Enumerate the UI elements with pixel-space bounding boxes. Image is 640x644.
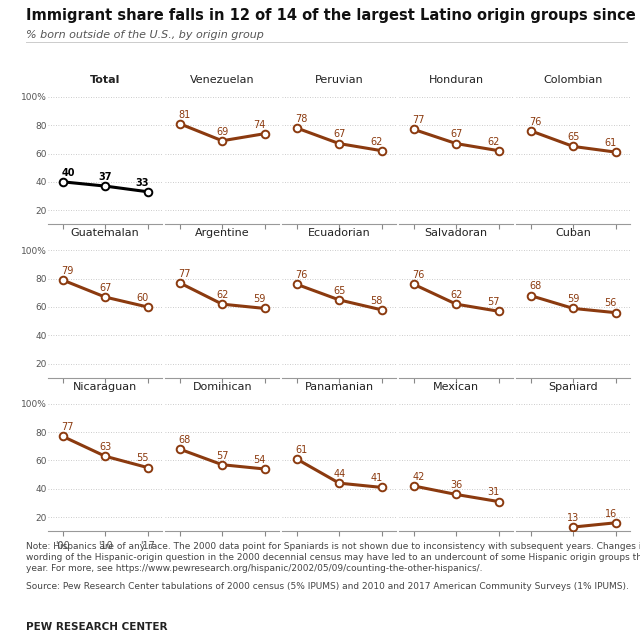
Text: 13: 13 — [567, 513, 579, 523]
Title: Peruvian: Peruvian — [315, 75, 364, 85]
Text: Note: Hispanics are of any race. The 2000 data point for Spaniards is not shown : Note: Hispanics are of any race. The 200… — [26, 542, 640, 573]
Text: 68: 68 — [179, 435, 191, 445]
Title: Spaniard: Spaniard — [548, 382, 598, 392]
Text: 76: 76 — [412, 270, 425, 280]
Text: 61: 61 — [605, 138, 617, 148]
Text: 69: 69 — [216, 127, 228, 137]
Title: Venezuelan: Venezuelan — [190, 75, 255, 85]
Text: 55: 55 — [136, 453, 149, 464]
Text: Immigrant share falls in 12 of 14 of the largest Latino origin groups since 2000: Immigrant share falls in 12 of 14 of the… — [26, 8, 640, 23]
Text: 57: 57 — [488, 297, 500, 307]
Title: Nicaraguan: Nicaraguan — [73, 382, 138, 392]
Title: Panamanian: Panamanian — [305, 382, 374, 392]
Text: 57: 57 — [216, 451, 228, 460]
Text: 62: 62 — [216, 290, 228, 300]
Text: 54: 54 — [253, 455, 266, 465]
Text: 77: 77 — [179, 269, 191, 279]
Text: 63: 63 — [99, 442, 111, 452]
Text: 41: 41 — [371, 473, 383, 483]
Text: 33: 33 — [136, 178, 149, 187]
Text: 31: 31 — [488, 488, 500, 497]
Text: 56: 56 — [605, 299, 617, 308]
Title: Total: Total — [90, 75, 120, 85]
Text: 37: 37 — [99, 172, 112, 182]
Text: 61: 61 — [296, 445, 308, 455]
Text: 74: 74 — [253, 120, 266, 129]
Title: Mexican: Mexican — [433, 382, 479, 392]
Text: 77: 77 — [412, 115, 425, 126]
Text: 60: 60 — [137, 293, 149, 303]
Title: Salvadoran: Salvadoran — [424, 228, 488, 238]
Text: 67: 67 — [333, 129, 346, 140]
Text: 59: 59 — [253, 294, 266, 304]
Text: % born outside of the U.S., by origin group: % born outside of the U.S., by origin gr… — [26, 30, 264, 40]
Text: 81: 81 — [179, 109, 191, 120]
Text: 42: 42 — [412, 472, 425, 482]
Title: Cuban: Cuban — [556, 228, 591, 238]
Text: 67: 67 — [99, 283, 111, 293]
Text: 62: 62 — [488, 137, 500, 146]
Text: 76: 76 — [529, 117, 542, 127]
Title: Honduran: Honduran — [429, 75, 484, 85]
Text: PEW RESEARCH CENTER: PEW RESEARCH CENTER — [26, 622, 167, 632]
Title: Colombian: Colombian — [543, 75, 603, 85]
Text: 77: 77 — [61, 422, 74, 432]
Text: 58: 58 — [371, 296, 383, 306]
Title: Guatemalan: Guatemalan — [71, 228, 140, 238]
Text: 62: 62 — [450, 290, 462, 300]
Text: 65: 65 — [333, 286, 346, 296]
Title: Dominican: Dominican — [193, 382, 252, 392]
Text: 78: 78 — [296, 114, 308, 124]
Text: 59: 59 — [567, 294, 579, 304]
Text: 40: 40 — [61, 167, 75, 178]
Text: 79: 79 — [61, 266, 74, 276]
Title: Ecuadorian: Ecuadorian — [308, 228, 371, 238]
Title: Argentine: Argentine — [195, 228, 250, 238]
Text: 62: 62 — [371, 137, 383, 146]
Text: 65: 65 — [567, 132, 579, 142]
Text: 44: 44 — [333, 469, 346, 479]
Text: 16: 16 — [605, 509, 617, 518]
Text: Source: Pew Research Center tabulations of 2000 census (5% IPUMS) and 2010 and 2: Source: Pew Research Center tabulations … — [26, 582, 628, 591]
Text: 36: 36 — [450, 480, 462, 490]
Text: 68: 68 — [529, 281, 541, 292]
Text: 76: 76 — [296, 270, 308, 280]
Text: 67: 67 — [450, 129, 462, 140]
